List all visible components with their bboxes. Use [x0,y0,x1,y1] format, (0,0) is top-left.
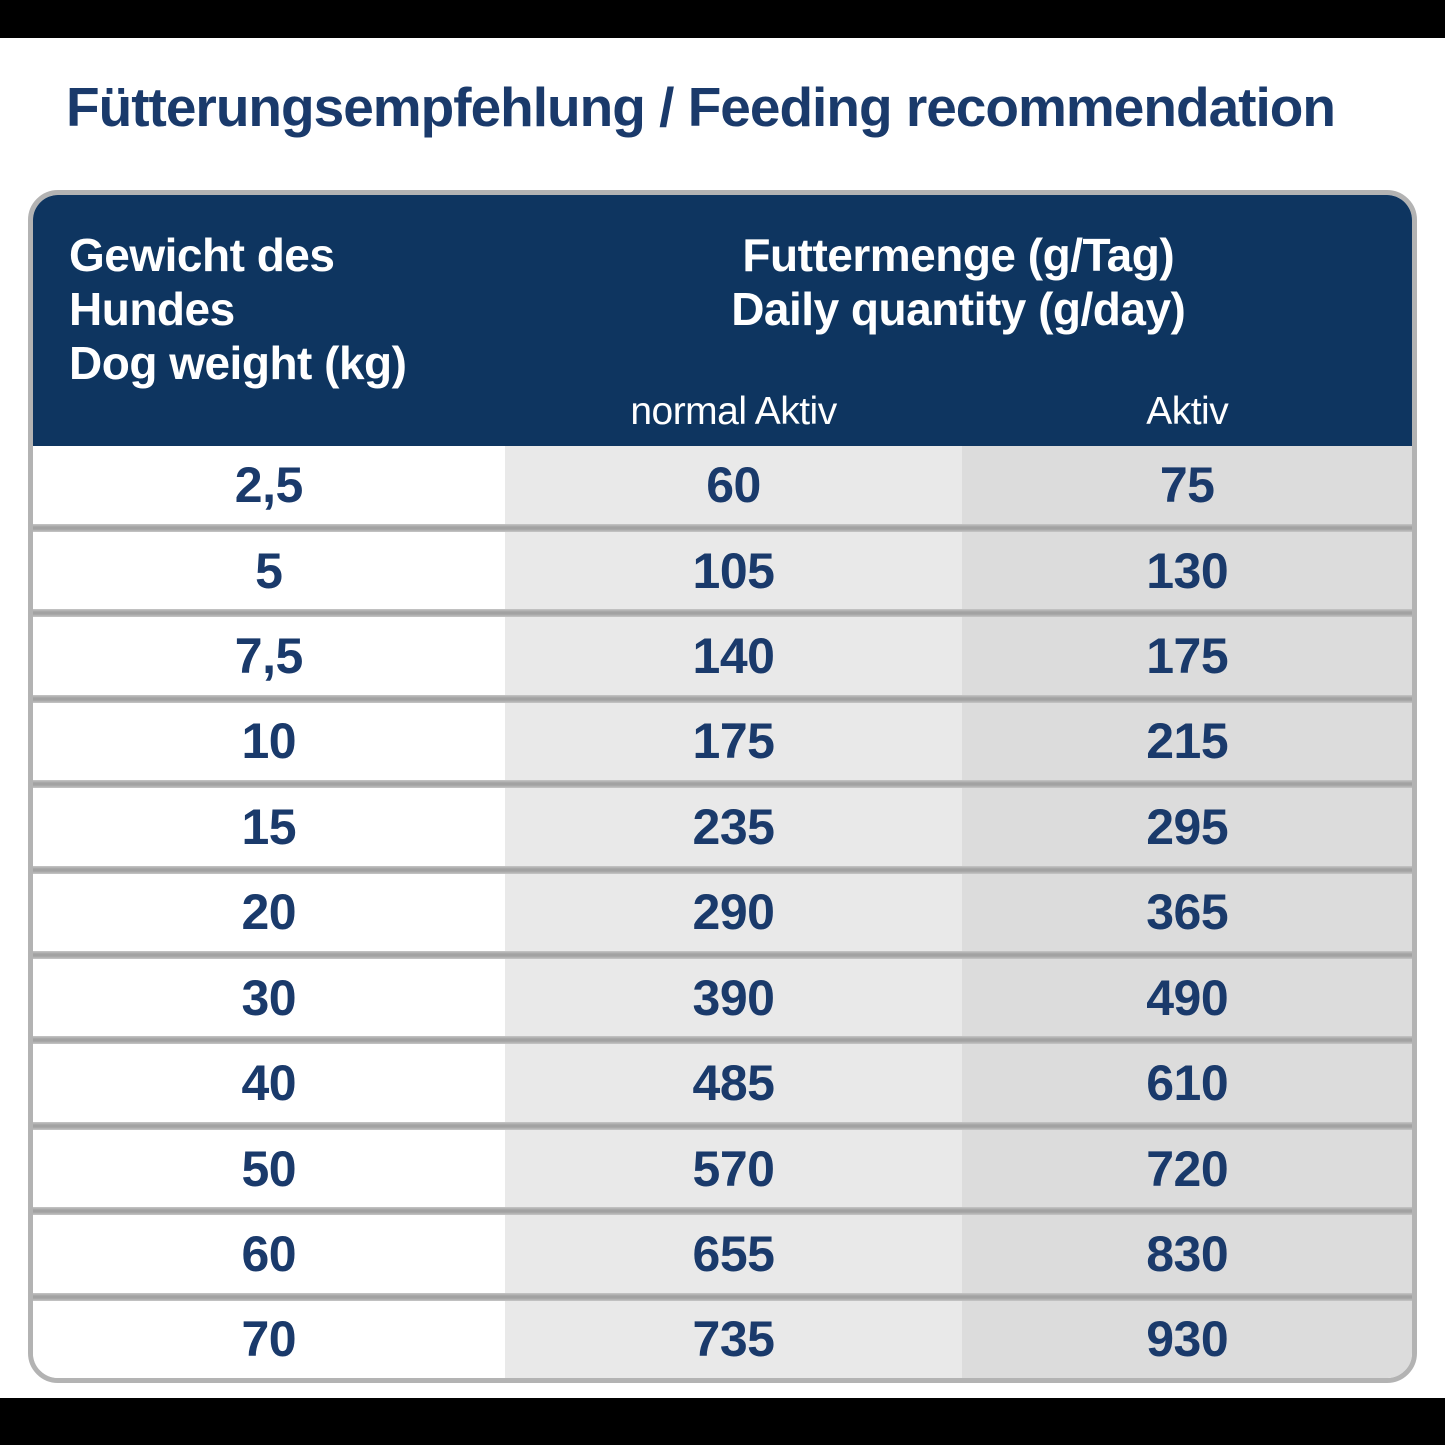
table-row: 7,5 140 175 [33,617,1412,695]
dog-weight-cell: 7,5 [33,617,505,695]
dog-weight-cell: 10 [33,702,505,781]
table-row: 15 235 295 [33,788,1412,866]
letterbox-bottom-bar [0,1398,1445,1445]
active-amount-cell: 215 [962,702,1412,781]
letterbox-top-bar [0,0,1445,38]
active-amount-cell: 365 [962,873,1412,951]
table-header: Gewicht des Hundes Dog weight (kg) Futte… [33,195,1412,447]
normal-activity-amount-cell: 290 [504,873,963,951]
dog-weight-cell: 40 [33,1044,505,1122]
table-row: 30 390 490 [33,958,1412,1037]
table-row: 20 290 365 [33,873,1412,951]
table-row: 2,5 60 75 [33,446,1412,524]
row-divider [33,694,1412,703]
dog-weight-cell: 50 [33,1129,505,1208]
table-row: 10 175 215 [33,702,1412,781]
table-body: 2,5 60 75 5 105 130 7,5 140 175 10 175 2… [33,446,1412,1378]
row-divider [33,1292,1412,1301]
normal-activity-amount-cell: 390 [504,958,963,1037]
dog-weight-cell: 15 [33,788,505,866]
quantity-header-german: Futtermenge (g/Tag) [742,229,1175,281]
row-divider [33,1207,1412,1216]
active-amount-cell: 130 [962,531,1412,610]
quantity-header-english: Daily quantity (g/day) [731,282,1186,335]
active-amount-cell: 75 [962,446,1412,524]
normal-activity-amount-cell: 60 [504,446,963,524]
quantity-column-header: Futtermenge (g/Tag) Daily quantity (g/da… [505,229,1412,390]
feeding-recommendation-table: Gewicht des Hundes Dog weight (kg) Futte… [28,190,1417,1383]
table-row: 40 485 610 [33,1044,1412,1122]
dog-weight-cell: 5 [33,531,505,610]
normal-activity-amount-cell: 235 [504,788,963,866]
dog-weight-cell: 20 [33,873,505,951]
normal-activity-amount-cell: 735 [504,1300,963,1378]
table-row: 5 105 130 [33,531,1412,610]
row-divider [33,609,1412,618]
dog-weight-cell: 30 [33,958,505,1037]
normal-activity-amount-cell: 485 [504,1044,963,1122]
table-header-sub-row: normal Aktiv Aktiv [33,390,1412,446]
table-row: 70 735 930 [33,1300,1412,1378]
sub-header-spacer [33,390,505,434]
active-column-label: Aktiv [1146,390,1229,434]
weight-column-header: Gewicht des Hundes Dog weight (kg) [33,229,505,390]
active-amount-cell: 490 [962,958,1412,1037]
normal-activity-amount-cell: 140 [504,617,963,695]
active-amount-cell: 930 [962,1300,1412,1378]
page-title: Fütterungsempfehlung / Feeding recommend… [66,76,1336,138]
dog-weight-cell: 2,5 [33,446,505,524]
weight-header-english: Dog weight (kg) [69,336,407,389]
row-divider [33,950,1412,959]
table-row: 50 570 720 [33,1129,1412,1208]
weight-header-german: Gewicht des Hundes [69,229,335,335]
normal-activity-amount-cell: 175 [504,702,963,781]
row-divider [33,1121,1412,1130]
dog-weight-cell: 70 [33,1300,505,1378]
normal-activity-column-label: normal Aktiv [630,390,837,434]
content-area: Fütterungsempfehlung / Feeding recommend… [0,38,1445,1398]
row-divider [33,780,1412,789]
normal-activity-amount-cell: 655 [504,1215,963,1293]
row-divider [33,1036,1412,1045]
row-divider [33,523,1412,532]
active-amount-cell: 720 [962,1129,1412,1208]
active-amount-cell: 610 [962,1044,1412,1122]
normal-activity-amount-cell: 105 [504,531,963,610]
active-amount-cell: 295 [962,788,1412,866]
row-divider [33,865,1412,874]
active-amount-cell: 830 [962,1215,1412,1293]
table-row: 60 655 830 [33,1215,1412,1293]
table-header-main-row: Gewicht des Hundes Dog weight (kg) Futte… [33,195,1412,390]
active-amount-cell: 175 [962,617,1412,695]
dog-weight-cell: 60 [33,1215,505,1293]
normal-activity-amount-cell: 570 [504,1129,963,1208]
